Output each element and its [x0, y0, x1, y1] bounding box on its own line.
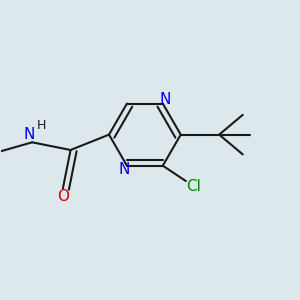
Text: H: H	[37, 119, 46, 132]
Text: N: N	[160, 92, 171, 107]
Text: N: N	[119, 162, 130, 177]
Text: O: O	[57, 189, 69, 204]
Text: Cl: Cl	[186, 179, 201, 194]
Text: N: N	[24, 127, 35, 142]
